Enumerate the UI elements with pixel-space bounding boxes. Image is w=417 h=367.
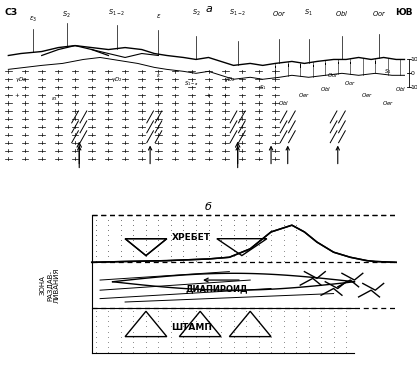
Text: $S_{1-a}$: $S_{1-a}$: [184, 79, 199, 88]
Text: $\varepsilon$: $\varepsilon$: [156, 12, 161, 20]
Polygon shape: [304, 207, 396, 262]
Text: $Obl$: $Obl$: [278, 99, 289, 107]
Text: ЗОНА
РАЗДАВ-
ЛИВАНИЯ: ЗОНА РАЗДАВ- ЛИВАНИЯ: [40, 268, 60, 303]
Text: 1000: 1000: [411, 57, 417, 62]
Text: $S_{1-2}$: $S_{1-2}$: [108, 8, 126, 18]
Text: $S_1$: $S_1$: [384, 67, 392, 76]
Text: $\varepsilon_3$: $\varepsilon_3$: [50, 95, 58, 103]
Text: $Obl$: $Obl$: [394, 85, 406, 93]
Text: $\gamma D_2$: $\gamma D_2$: [111, 75, 123, 84]
Text: $Oor$: $Oor$: [272, 9, 286, 18]
Text: $S_1$: $S_1$: [304, 8, 313, 18]
Text: ХРЕБЕТ: ХРЕБЕТ: [172, 233, 211, 241]
Text: $Obl$: $Obl$: [319, 85, 331, 93]
Text: $Oer$: $Oer$: [298, 91, 311, 99]
Text: ДИАПИРОИД: ДИАПИРОИД: [186, 284, 248, 293]
Text: $Oor$: $Oor$: [327, 71, 340, 79]
Text: ЮВ: ЮВ: [395, 8, 413, 17]
Text: $+$: $+$: [14, 91, 20, 99]
Text: $Oor$: $Oor$: [344, 79, 357, 87]
Text: $\gamma D_2$: $\gamma D_2$: [15, 75, 27, 84]
Text: а: а: [205, 4, 212, 14]
Text: $S_1$: $S_1$: [259, 83, 266, 92]
Text: 0: 0: [411, 71, 414, 76]
Text: $\varepsilon_3$: $\varepsilon_3$: [29, 15, 38, 24]
Text: $S_2$: $S_2$: [192, 8, 200, 18]
Text: $+$: $+$: [222, 91, 228, 99]
Text: $S_{1-2}$: $S_{1-2}$: [229, 8, 246, 18]
Text: $Oer$: $Oer$: [382, 99, 394, 107]
Text: 1000: 1000: [411, 85, 417, 90]
Text: СЗ: СЗ: [4, 8, 17, 17]
Text: $Oor$: $Oor$: [372, 9, 387, 18]
Text: $+$: $+$: [206, 91, 211, 99]
Text: ШТАМП: ШТАМП: [171, 323, 212, 332]
Text: $Oer$: $Oer$: [361, 91, 373, 99]
Text: $\varepsilon$: $\varepsilon$: [156, 72, 161, 79]
Text: $S_2$: $S_2$: [63, 10, 71, 20]
Text: б: б: [205, 201, 212, 211]
Text: $\gamma D_2$: $\gamma D_2$: [224, 75, 235, 84]
Text: $Obl$: $Obl$: [335, 9, 349, 18]
